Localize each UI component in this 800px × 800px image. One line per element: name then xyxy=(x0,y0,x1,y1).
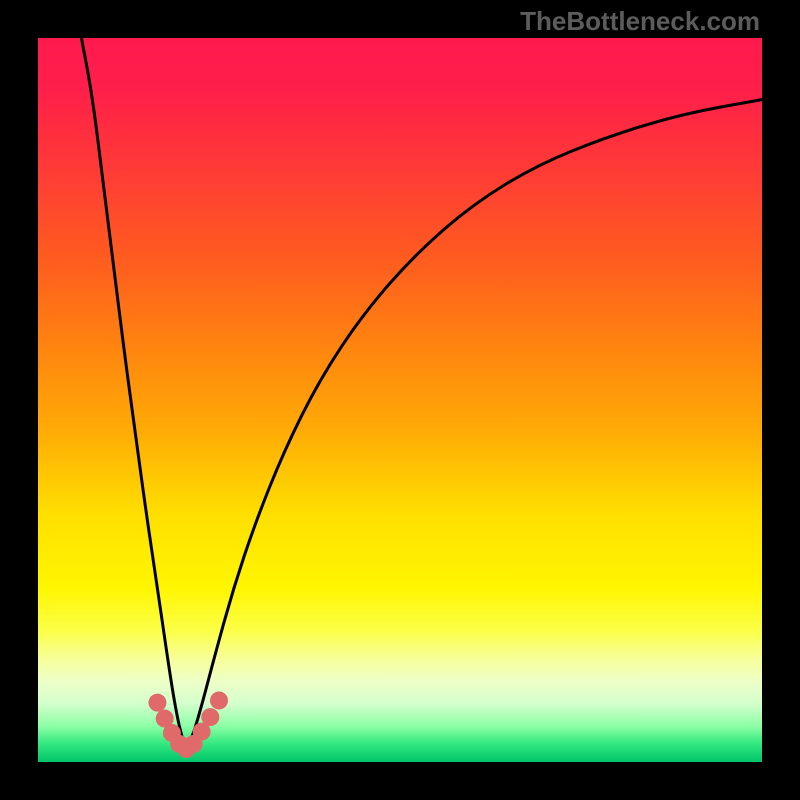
valley-marker xyxy=(201,708,219,726)
watermark-text: TheBottleneck.com xyxy=(520,6,760,37)
curve-right-branch xyxy=(186,100,762,749)
bottleneck-curve xyxy=(38,38,762,762)
plot-area xyxy=(38,38,762,762)
valley-marker xyxy=(148,694,166,712)
valley-marker xyxy=(210,691,228,709)
chart-frame: TheBottleneck.com xyxy=(0,0,800,800)
curve-left-branch xyxy=(81,38,186,749)
